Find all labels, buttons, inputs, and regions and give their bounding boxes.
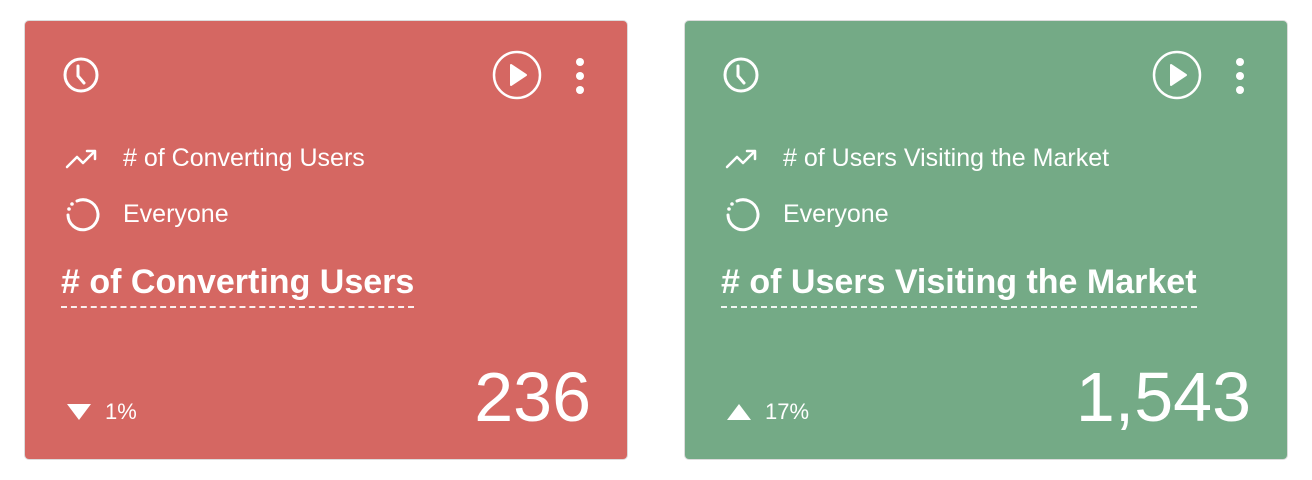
change-indicator: 17%: [727, 399, 809, 425]
trend-icon: [65, 149, 97, 169]
metric-value: 236: [474, 358, 591, 436]
metric-value: 1,543: [1075, 358, 1251, 436]
metric-label: # of Converting Users: [123, 143, 365, 172]
clock-icon[interactable]: [61, 55, 101, 95]
segment-row: Everyone: [723, 195, 889, 233]
metric-row: # of Converting Users: [63, 139, 365, 177]
segment-label: Everyone: [123, 199, 229, 228]
metric-card-users-visiting-market[interactable]: # of Users Visiting the Market Everyone …: [684, 20, 1288, 460]
metric-label: # of Users Visiting the Market: [783, 143, 1110, 172]
segment-icon: [66, 198, 100, 232]
change-value: 17%: [765, 399, 810, 424]
card-title-link[interactable]: # of Converting Users: [61, 263, 415, 308]
triangle-down-icon: [67, 404, 91, 420]
metric-card-converting-users[interactable]: # of Converting Users Everyone # of Conv…: [24, 20, 628, 460]
triangle-up-icon: [727, 404, 751, 420]
more-vertical-icon[interactable]: [1233, 57, 1247, 95]
change-indicator: 1%: [67, 399, 137, 425]
change-value: 1%: [105, 399, 137, 424]
metric-row: # of Users Visiting the Market: [723, 139, 1109, 177]
segment-label: Everyone: [783, 199, 889, 228]
play-icon[interactable]: [1151, 49, 1203, 101]
segment-icon: [726, 198, 760, 232]
card-title-link[interactable]: # of Users Visiting the Market: [721, 263, 1197, 308]
play-icon[interactable]: [491, 49, 543, 101]
segment-row: Everyone: [63, 195, 229, 233]
trend-icon: [725, 149, 757, 169]
clock-icon[interactable]: [721, 55, 761, 95]
more-vertical-icon[interactable]: [573, 57, 587, 95]
